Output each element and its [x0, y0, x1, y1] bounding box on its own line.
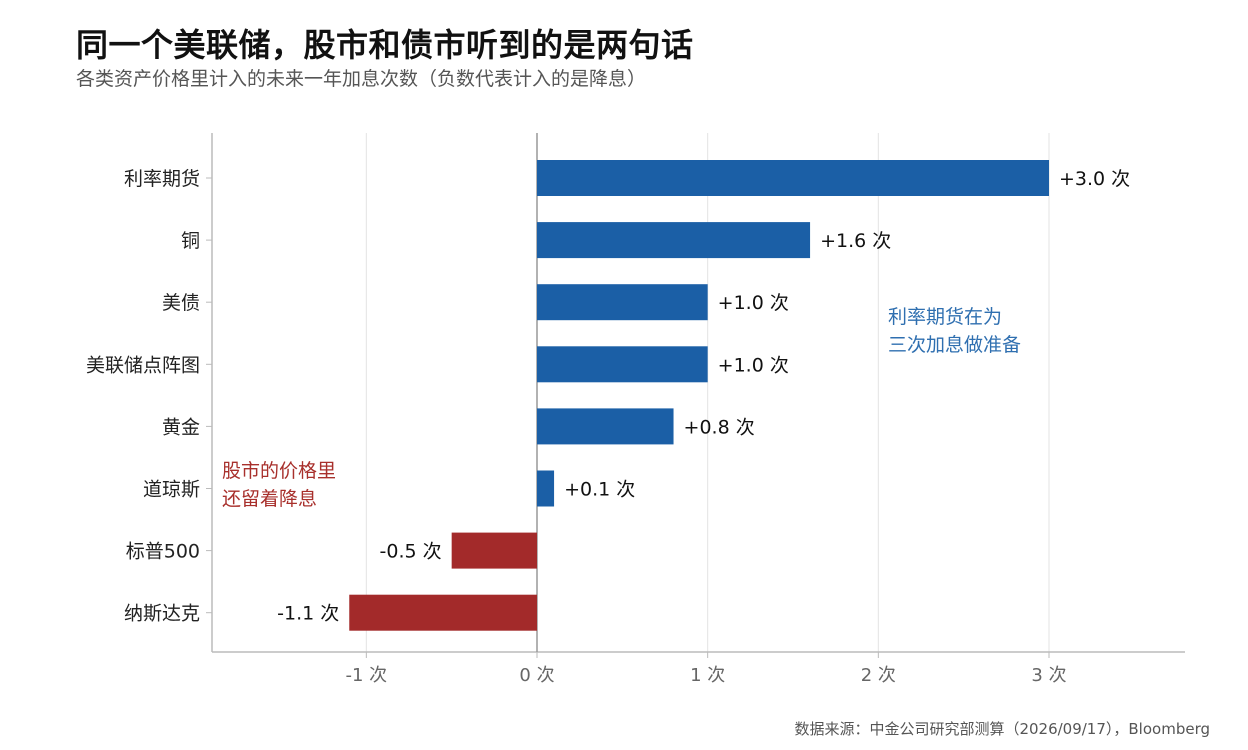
- annotation-text: 利率期货在为: [888, 306, 1002, 328]
- gridlines: [365, 133, 1050, 652]
- annotation-text: 还留着降息: [222, 488, 317, 510]
- category-label: 黄金: [162, 416, 200, 438]
- bar: [537, 284, 708, 321]
- category-label: 美债: [162, 292, 200, 314]
- value-label: +3.0 次: [1059, 168, 1130, 190]
- chart-title: 同一个美联储，股市和债市听到的是两句话: [76, 26, 694, 64]
- annotation-text: 股市的价格里: [222, 460, 336, 482]
- value-label: +0.1 次: [564, 479, 635, 501]
- bar: [537, 160, 1050, 196]
- x-tick-label: 1 次: [690, 665, 725, 686]
- bar: [537, 470, 555, 507]
- bar: [451, 532, 537, 569]
- x-tick-label: 3 次: [1031, 665, 1066, 686]
- bar: [537, 408, 674, 445]
- category-label: 道琼斯: [143, 479, 200, 501]
- bars: [349, 160, 1050, 631]
- bar: [349, 594, 537, 631]
- value-label: +1.0 次: [718, 354, 789, 376]
- value-label: +0.8 次: [684, 416, 755, 438]
- category-label: 铜: [181, 230, 200, 252]
- category-label: 标普500: [126, 541, 200, 563]
- value-label: +1.6 次: [820, 230, 891, 252]
- value-label: -0.5 次: [380, 541, 442, 563]
- bar: [537, 222, 811, 259]
- x-tick-label: -1 次: [345, 665, 387, 686]
- chart-subtitle: 各类资产价格里计入的未来一年加息次数（负数代表计入的是降息）: [76, 68, 647, 90]
- x-tick-label: 0 次: [519, 665, 554, 686]
- bar: [537, 346, 708, 383]
- source-note: 数据来源：中金公司研究部测算（2026/09/17），Bloomberg: [794, 720, 1210, 738]
- x-tick-label: 2 次: [861, 665, 896, 686]
- annotation-text: 三次加息做准备: [888, 334, 1021, 356]
- category-label: 美联储点阵图: [86, 354, 200, 376]
- value-label: -1.1 次: [277, 603, 339, 625]
- category-label: 利率期货: [124, 168, 200, 190]
- labels: -1 次 0 次 1 次 2 次 3 次 利率期货 +3.0 次铜 +1.6 次美债 +1.0 …: [86, 168, 1130, 686]
- category-label: 纳斯达克: [124, 603, 200, 625]
- value-label: +1.0 次: [718, 292, 789, 314]
- axes: [206, 133, 1185, 658]
